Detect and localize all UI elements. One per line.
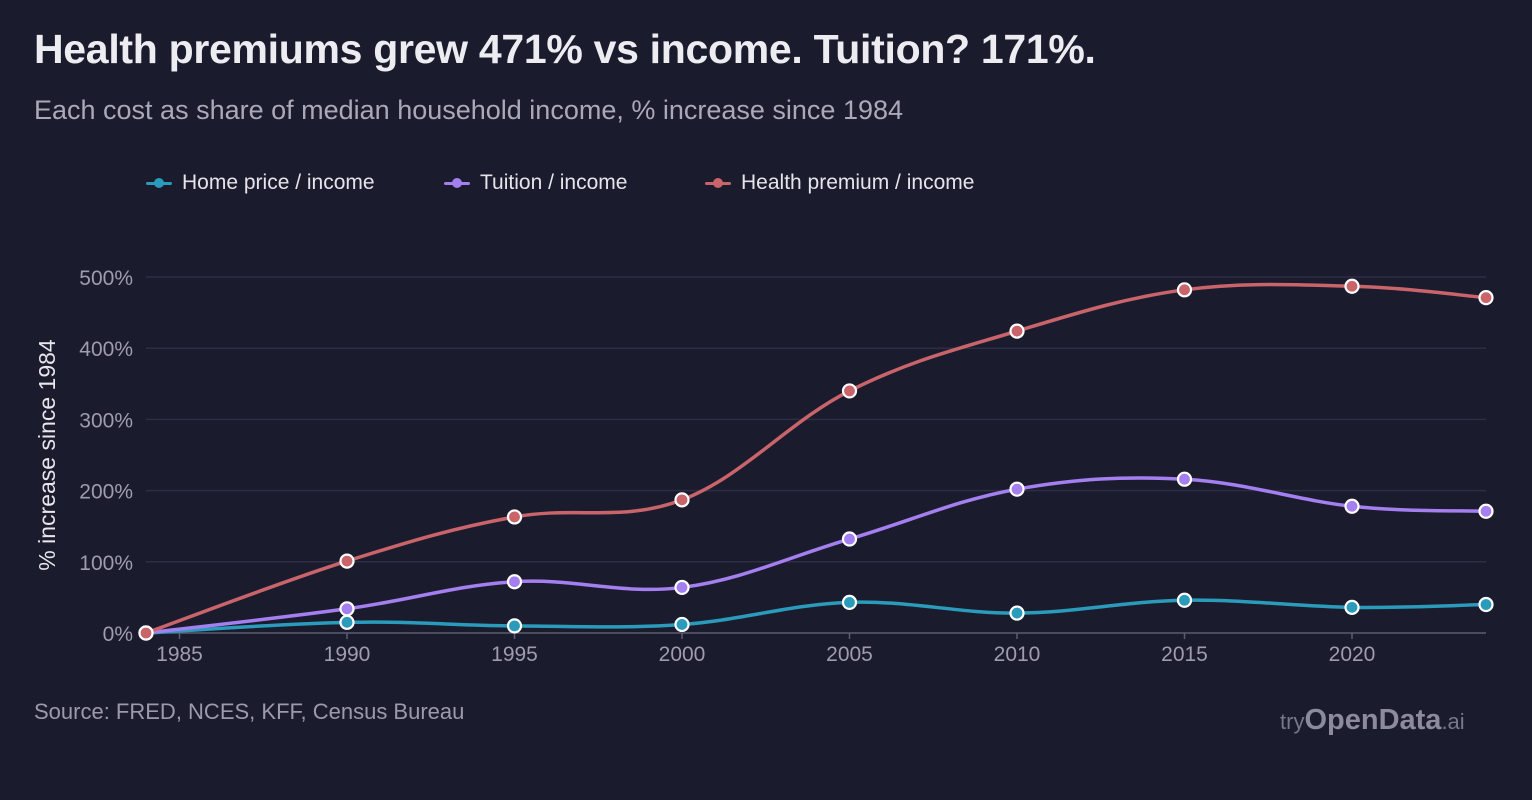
legend-swatch-tuition [444,176,470,190]
x-tick-label: 2010 [994,643,1041,666]
data-point-home-price-2015[interactable] [1176,592,1193,608]
data-point-tuition-2005[interactable] [841,531,858,547]
x-tick-label: 2015 [1161,643,1208,666]
data-point-health-premium-1995[interactable] [506,509,523,525]
x-tick-label: 1985 [156,643,203,666]
y-tick-label: 100% [79,552,133,575]
y-axis-label: % increase since 1984 [34,339,60,571]
y-tick-label: 500% [79,267,133,290]
brand-suffix: .ai [1441,709,1465,734]
data-points [138,278,1494,641]
chart-subtitle: Each cost as share of median household i… [34,95,904,125]
data-point-health-premium-2020[interactable] [1344,278,1360,294]
series-line-health-premium [144,282,1488,635]
brand-main: OpenData [1304,704,1442,736]
data-point-health-premium-2010[interactable] [1009,323,1025,339]
data-point-health-premium-1990[interactable] [339,553,355,569]
y-tick-label: 300% [79,409,133,432]
data-point-home-price-1995[interactable] [506,618,523,634]
series-lines [144,282,1488,635]
x-tick-label: 2000 [659,643,706,666]
chart-title: Health premiums grew 471% vs income. Tui… [34,26,1096,72]
x-tick-label: 2005 [826,643,873,666]
legend-swatch-health-premium [705,176,731,190]
legend-item-health-premium[interactable]: Health premium / income [705,168,974,198]
data-point-home-price-2010[interactable] [1009,605,1025,621]
data-point-health-premium-2005[interactable] [841,383,858,399]
legend-swatch-home-price [146,176,172,190]
data-point-tuition-2015[interactable] [1176,471,1193,487]
data-point-health-premium-2015[interactable] [1176,282,1193,298]
data-point-home-price-2000[interactable] [674,616,690,633]
data-point-home-price-1990[interactable] [339,614,355,630]
x-tick-label: 1990 [324,643,371,666]
data-point-health-premium-1984[interactable] [138,625,154,641]
grid-lines [146,276,1486,563]
data-point-tuition-2010[interactable] [1009,481,1025,497]
legend-label-tuition: Tuition / income [480,171,628,194]
data-point-health-premium-2000[interactable] [674,492,690,508]
legend-label-home-price: Home price / income [182,171,375,194]
data-point-home-price-2020[interactable] [1344,599,1360,615]
y-tick-label: 0% [103,623,133,646]
legend-label-health-premium: Health premium / income [741,171,975,194]
brand-logo[interactable]: tryOpenData.ai [1280,704,1465,737]
axes: 0% 100% 200% 300% 400% 500% 1985 1990 1995 2000 20… [34,267,1486,666]
series-line-tuition [144,476,1488,635]
source-note: Source: FRED, NCES, KFF, Census Bureau [34,699,465,724]
data-point-tuition-2000[interactable] [674,579,690,596]
data-point-home-price-2005[interactable] [841,594,858,610]
data-point-tuition-1990[interactable] [339,601,355,617]
data-point-tuition-1995[interactable] [506,574,523,590]
y-tick-label: 400% [79,338,133,361]
x-tick-label: 2020 [1329,643,1376,666]
x-tick-label: 1995 [491,643,538,666]
data-point-home-price-2024[interactable] [1478,596,1494,613]
legend-item-tuition[interactable]: Tuition / income [444,168,627,198]
data-point-health-premium-2024[interactable] [1478,290,1494,306]
data-point-tuition-2020[interactable] [1344,498,1360,514]
data-point-tuition-2024[interactable] [1478,503,1494,519]
legend-item-home-price[interactable]: Home price / income [146,168,375,198]
y-tick-label: 200% [79,481,133,504]
brand-prefix: try [1280,709,1305,734]
